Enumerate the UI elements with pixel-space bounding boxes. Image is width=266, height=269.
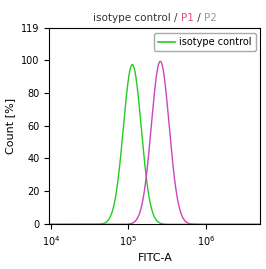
Text: P2: P2 (204, 12, 217, 23)
Legend: isotype control: isotype control (154, 33, 256, 51)
Text: isotype control /: isotype control / (93, 12, 181, 23)
Y-axis label: Count [%]: Count [%] (6, 98, 15, 154)
Text: /: / (194, 12, 204, 23)
X-axis label: FITC-A: FITC-A (137, 253, 172, 263)
Text: P1: P1 (181, 12, 194, 23)
